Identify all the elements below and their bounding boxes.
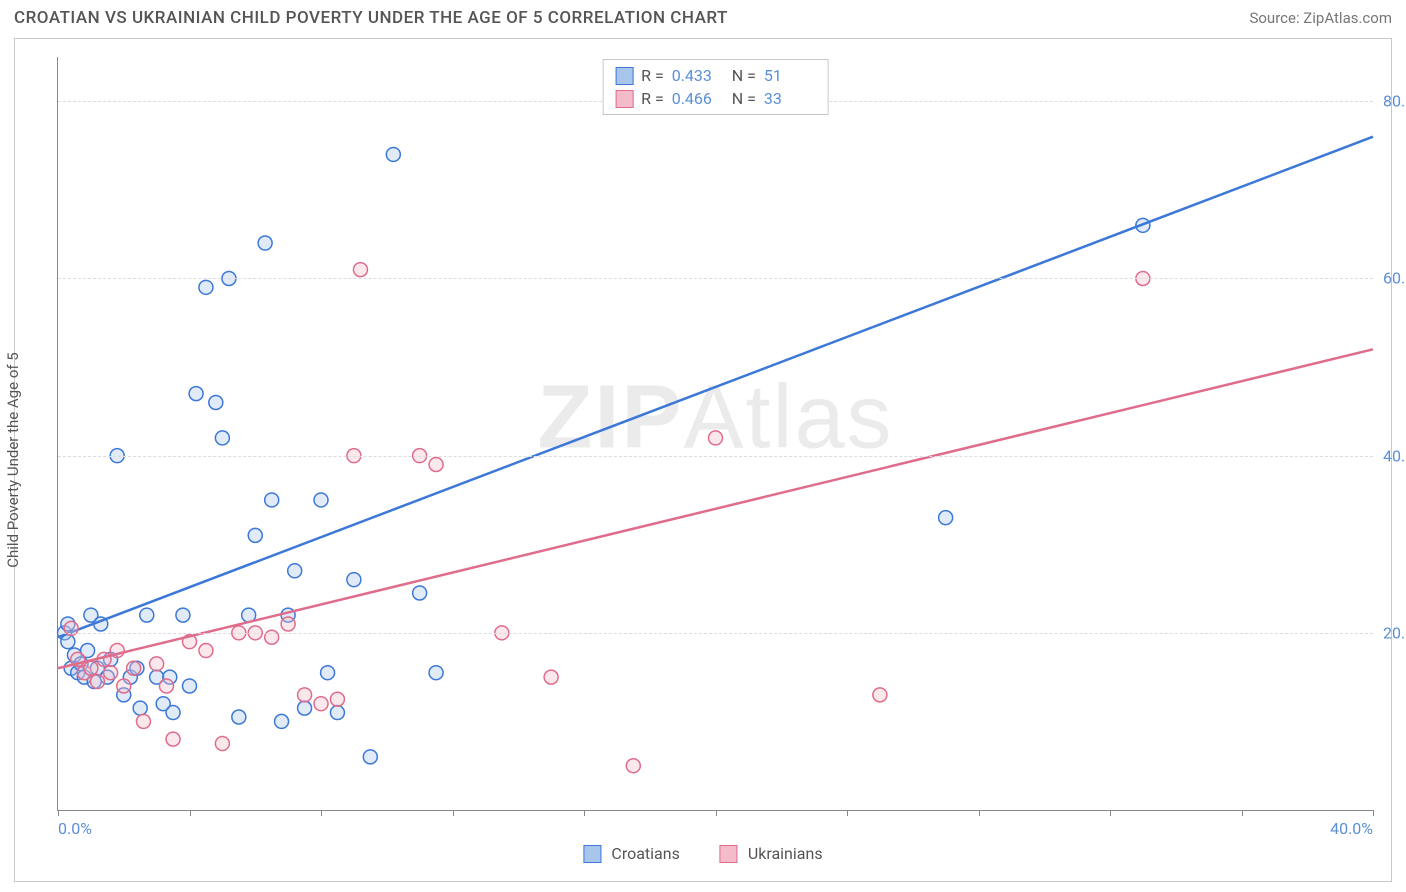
trend-line xyxy=(58,349,1373,668)
x-tick xyxy=(453,810,454,816)
data-point xyxy=(288,564,302,578)
y-tick-label: 40.0% xyxy=(1375,446,1406,465)
x-tick xyxy=(1110,810,1111,816)
data-point xyxy=(104,666,118,680)
data-point xyxy=(199,280,213,294)
data-point xyxy=(330,706,344,720)
x-tick xyxy=(321,810,322,816)
legend-series: Croatians Ukrainians xyxy=(583,844,822,863)
gridline xyxy=(58,633,1373,634)
legend-stat-row: R = 0.466 N = 33 xyxy=(615,87,816,110)
data-point xyxy=(140,608,154,622)
r-value: 0.466 xyxy=(672,89,724,108)
x-tick xyxy=(847,810,848,816)
data-point xyxy=(61,635,75,649)
data-point xyxy=(166,732,180,746)
n-value: 33 xyxy=(764,89,816,108)
x-tick xyxy=(58,810,59,816)
x-tick xyxy=(716,810,717,816)
data-point xyxy=(84,661,98,675)
r-value: 0.433 xyxy=(672,66,724,85)
data-point xyxy=(544,670,558,684)
data-point xyxy=(215,737,229,751)
x-tick xyxy=(979,810,980,816)
chart-title: CROATIAN VS UKRAINIAN CHILD POVERTY UNDE… xyxy=(14,8,728,28)
data-point xyxy=(429,458,443,472)
data-point xyxy=(413,586,427,600)
y-axis-label: Child Poverty Under the Age of 5 xyxy=(4,352,22,568)
chart-svg xyxy=(58,57,1373,810)
x-tick xyxy=(1242,810,1243,816)
data-point xyxy=(189,387,203,401)
data-point xyxy=(281,617,295,631)
data-point xyxy=(298,688,312,702)
data-point xyxy=(314,697,328,711)
legend-item: Croatians xyxy=(583,844,679,863)
r-label: R = xyxy=(641,66,664,85)
data-point xyxy=(127,661,141,675)
legend-label: Ukrainians xyxy=(748,844,823,863)
data-point xyxy=(709,431,723,445)
data-point xyxy=(330,692,344,706)
data-point xyxy=(265,493,279,507)
data-point xyxy=(321,666,335,680)
chart-header: CROATIAN VS UKRAINIAN CHILD POVERTY UNDE… xyxy=(0,0,1406,38)
data-point xyxy=(626,759,640,773)
x-tick xyxy=(190,810,191,816)
data-point xyxy=(298,701,312,715)
data-point xyxy=(248,528,262,542)
n-label: N = xyxy=(732,66,756,85)
legend-item: Ukrainians xyxy=(720,844,823,863)
plot-area: ZIPAtlas R =0.433N =51R =0.466N =33 20.0… xyxy=(57,57,1373,811)
y-tick-label: 60.0% xyxy=(1375,269,1406,288)
legend-stat-row: R = 0.433 N = 51 xyxy=(615,64,816,87)
data-point xyxy=(90,675,104,689)
x-tick-label: 40.0% xyxy=(1330,819,1373,838)
n-label: N = xyxy=(732,89,756,108)
legend-swatch xyxy=(615,67,633,85)
data-point xyxy=(258,236,272,250)
data-point xyxy=(199,644,213,658)
data-point xyxy=(429,666,443,680)
legend-stats: R = 0.433 N = 51 R = 0.466 N = 33 xyxy=(602,59,829,115)
data-point xyxy=(314,493,328,507)
x-tick xyxy=(584,810,585,816)
r-label: R = xyxy=(641,89,664,108)
data-point xyxy=(347,573,361,587)
data-point xyxy=(136,714,150,728)
x-tick-label: 0.0% xyxy=(58,819,92,838)
gridline xyxy=(58,278,1373,279)
data-point xyxy=(353,263,367,277)
data-point xyxy=(209,395,223,409)
data-point xyxy=(232,710,246,724)
data-point xyxy=(386,147,400,161)
y-tick-label: 80.0% xyxy=(1375,92,1406,111)
legend-swatch xyxy=(720,845,738,863)
data-point xyxy=(159,679,173,693)
data-point xyxy=(176,608,190,622)
data-point xyxy=(150,657,164,671)
data-point xyxy=(166,706,180,720)
data-point xyxy=(275,714,289,728)
y-tick-label: 20.0% xyxy=(1375,623,1406,642)
data-point xyxy=(117,679,131,693)
data-point xyxy=(133,701,147,715)
gridline xyxy=(58,456,1373,457)
data-point xyxy=(215,431,229,445)
data-point xyxy=(873,688,887,702)
data-point xyxy=(939,511,953,525)
legend-swatch xyxy=(615,90,633,108)
x-tick xyxy=(1373,810,1374,816)
legend-label: Croatians xyxy=(611,844,679,863)
n-value: 51 xyxy=(764,66,816,85)
chart-container: Child Poverty Under the Age of 5 ZIPAtla… xyxy=(14,38,1392,882)
chart-source: Source: ZipAtlas.com xyxy=(1249,9,1392,27)
trend-line xyxy=(58,137,1373,638)
data-point xyxy=(183,679,197,693)
legend-swatch xyxy=(583,845,601,863)
data-point xyxy=(363,750,377,764)
